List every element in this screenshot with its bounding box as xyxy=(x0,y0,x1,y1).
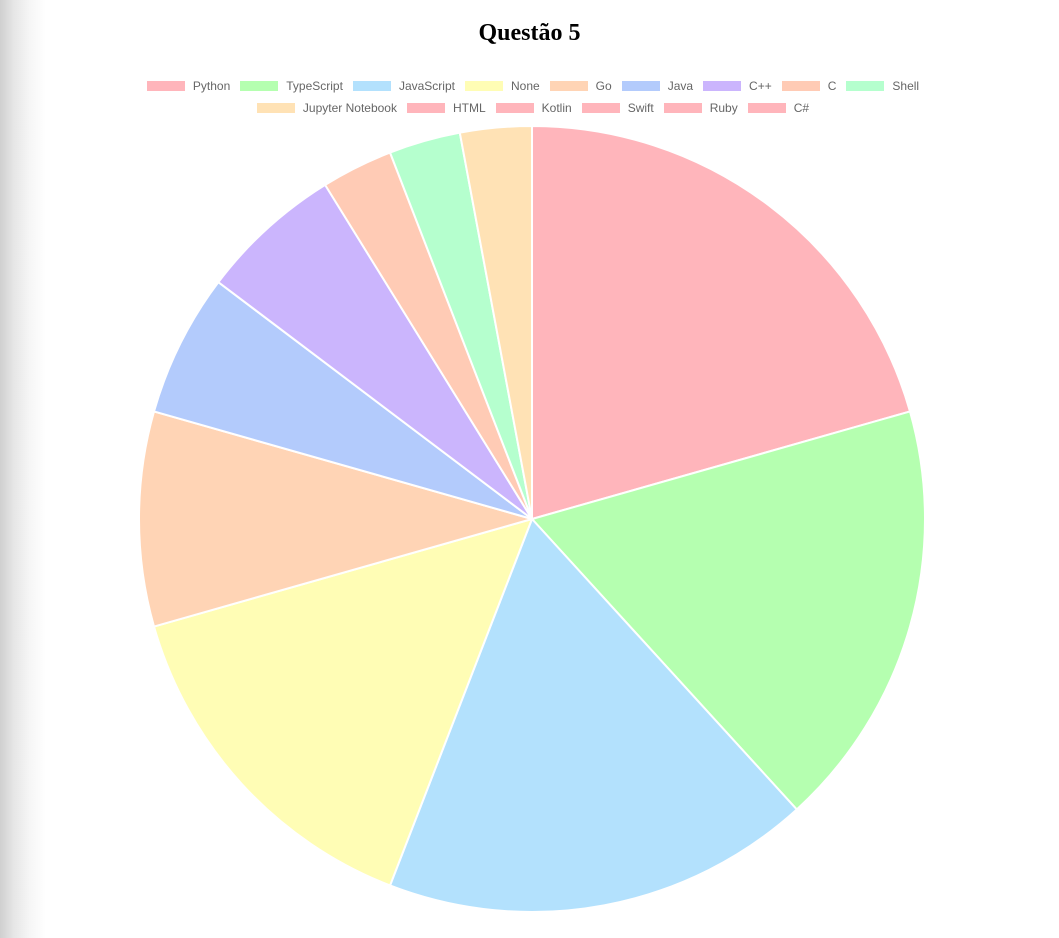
legend-item-typescript[interactable]: TypeScript xyxy=(240,78,343,94)
legend-label: TypeScript xyxy=(286,79,343,93)
legend-label: Python xyxy=(192,79,231,93)
legend-item-cplusplus[interactable]: C++ xyxy=(703,78,772,94)
pie-slice-none[interactable] xyxy=(152,517,534,887)
pie-slice-python[interactable] xyxy=(531,124,912,521)
legend-item-kotlin[interactable]: Kotlin xyxy=(495,100,572,116)
legend-item-go[interactable]: Go xyxy=(549,78,612,94)
pie-slice-javascript[interactable] xyxy=(388,517,799,913)
legend-label: JavaScript xyxy=(398,79,455,93)
pie-slice-jupyter-notebook[interactable] xyxy=(458,124,533,520)
legend-item-jupyter-notebook[interactable]: Jupyter Notebook xyxy=(256,100,397,116)
legend-item-none[interactable]: None xyxy=(464,78,540,94)
pie-slice-cplusplus[interactable] xyxy=(216,183,533,520)
legend-label: Swift xyxy=(627,101,654,115)
legend-item-shell[interactable]: Shell xyxy=(846,78,919,94)
legend-item-ruby[interactable]: Ruby xyxy=(663,100,738,116)
legend-swatch xyxy=(495,103,534,113)
legend-item-python[interactable]: Python xyxy=(146,78,231,94)
legend-swatch xyxy=(146,81,185,91)
legend-label: Go xyxy=(595,79,612,93)
legend-label: C# xyxy=(793,101,810,115)
legend-label: Jupyter Notebook xyxy=(302,101,397,115)
legend-swatch xyxy=(703,81,742,91)
legend-label: HTML xyxy=(452,101,486,115)
legend-label: Java xyxy=(667,79,694,93)
legend-label: Shell xyxy=(892,79,920,93)
legend-item-html[interactable]: HTML xyxy=(406,100,486,116)
legend-swatch xyxy=(464,81,503,91)
legend-label: C++ xyxy=(749,79,772,93)
legend-swatch xyxy=(549,81,588,91)
legend-label: Kotlin xyxy=(541,101,572,115)
legend-swatch xyxy=(581,103,620,113)
chart-title: Questão 5 xyxy=(478,20,581,46)
legend-item-csharp[interactable]: C# xyxy=(747,100,810,116)
legend-item-javascript[interactable]: JavaScript xyxy=(352,78,455,94)
legend-swatch xyxy=(846,81,885,91)
legend-item-java[interactable]: Java xyxy=(621,78,694,94)
legend-swatch xyxy=(747,103,786,113)
pie-slice-typescript[interactable] xyxy=(530,410,926,811)
legend-label: None xyxy=(510,79,540,93)
legend-swatch xyxy=(406,103,445,113)
legend-swatch xyxy=(621,81,660,91)
page-edge-shadow xyxy=(0,0,46,938)
pie-slice-go[interactable] xyxy=(137,410,536,628)
legend-item-c[interactable]: C xyxy=(781,78,837,94)
legend-swatch xyxy=(663,103,702,113)
pie-slice-java[interactable] xyxy=(152,280,533,520)
legend-label: C xyxy=(827,79,837,93)
chart-legend-row-2: Jupyter Notebook HTML Kotlin Swift Ruby C# xyxy=(100,100,966,116)
legend-swatch xyxy=(240,81,279,91)
chart-legend-row-1: Python TypeScript JavaScript None Go Java C++ C… xyxy=(100,78,966,94)
legend-swatch xyxy=(781,81,820,91)
legend-label: Ruby xyxy=(709,101,738,115)
legend-swatch xyxy=(352,81,391,91)
legend-swatch xyxy=(256,103,295,113)
legend-item-swift[interactable]: Swift xyxy=(581,100,654,116)
